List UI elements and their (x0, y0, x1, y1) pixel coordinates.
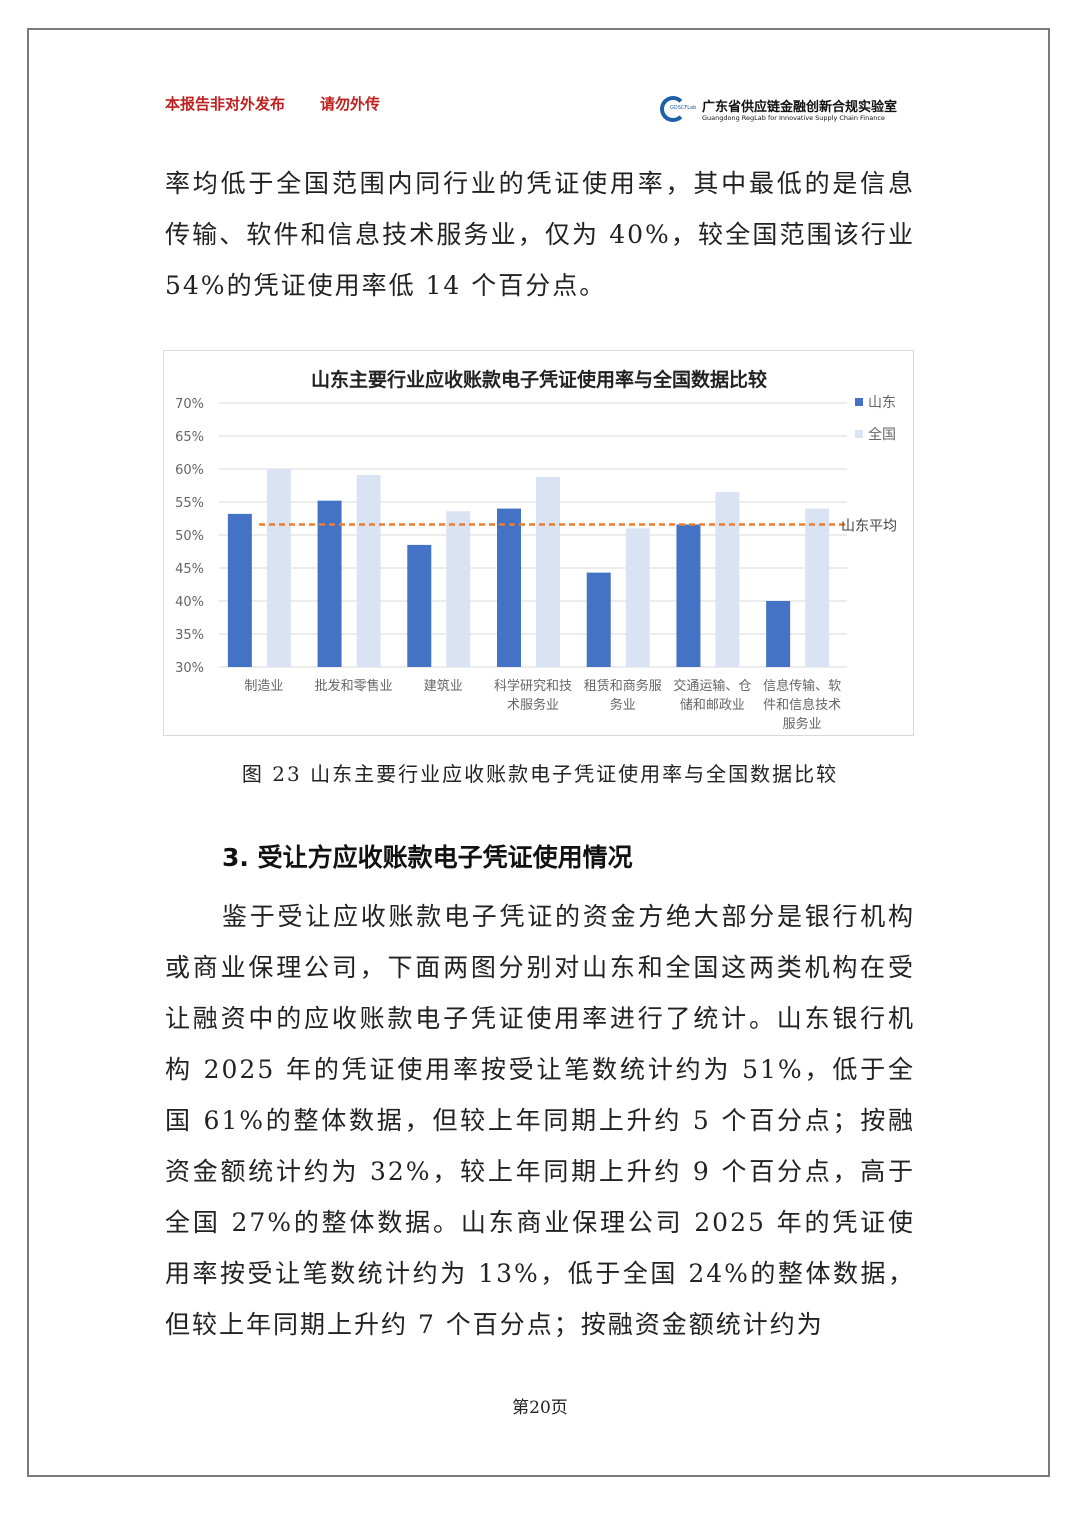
header-notice-internal: 本报告非对外发布 (165, 95, 286, 113)
figure-caption: 图 23 山东主要行业应收账款电子凭证使用率与全国数据比较 (241, 762, 839, 786)
y-tick-label: 45% (175, 562, 204, 577)
x-category-label: 件和信息技术 (763, 697, 841, 713)
x-category-label: 建筑业 (424, 678, 463, 694)
y-tick-label: 40% (175, 595, 204, 610)
bar-shandong (586, 572, 611, 667)
bar-shandong (676, 524, 701, 667)
bar-national (356, 474, 381, 667)
reference-line-label: 山东平均 (841, 518, 897, 534)
x-category-label: 租赁和商务服 (584, 678, 662, 694)
logo-cn-text: 广东省供应链金融创新合规实验室 (702, 100, 898, 115)
bar-national (715, 492, 740, 667)
legend-swatch (855, 430, 863, 438)
x-category-label: 务业 (610, 697, 636, 713)
page-border (27, 28, 1050, 1477)
x-category-label: 服务业 (783, 716, 822, 732)
y-tick-label: 50% (175, 529, 204, 544)
y-tick-label: 60% (175, 463, 204, 478)
body-paragraph-1: 率均低于全国范围内同行业的凭证使用率，其中最低的是信息传输、软件和信息技术服务业… (165, 169, 915, 300)
bar-national (805, 508, 830, 667)
x-category-label: 交通运输、仓 (673, 678, 751, 694)
bar-shandong (227, 513, 252, 667)
bar-national (625, 528, 650, 667)
y-tick-label: 35% (175, 628, 204, 643)
bar-shandong (497, 508, 521, 667)
legend-swatch (855, 398, 863, 406)
logo-ring-icon (660, 96, 686, 122)
section-heading: 3. 受让方应收账款电子凭证使用情况 (222, 843, 633, 872)
bar-national (266, 469, 291, 667)
x-category-label: 科学研究和技 (494, 678, 572, 694)
x-category-label: 制造业 (244, 679, 283, 694)
y-tick-label: 30% (175, 661, 204, 676)
y-tick-label: 55% (175, 496, 204, 511)
chart-title: 山东主要行业应收账款电子凭证使用率与全国数据比较 (311, 368, 767, 391)
logo-small-text: GDSCFLab (670, 105, 697, 111)
lab-logo: GDSCFLab 广东省供应链金融创新合规实验室 Guangdong RegLa… (660, 95, 915, 127)
x-category-label: 储和邮政业 (680, 698, 745, 713)
y-tick-label: 65% (175, 430, 204, 445)
logo-en-text: Guangdong RegLab for Innovative Supply C… (702, 114, 885, 122)
chart-container: 山东主要行业应收账款电子凭证使用率与全国数据比较 30% 35% 40% 45% 50% 5… (163, 350, 914, 736)
legend-label: 全国 (868, 426, 896, 443)
bar-national (536, 476, 560, 667)
bar-chart: 山东主要行业应收账款电子凭证使用率与全国数据比较 30% 35% 40% 45% 50% 5… (175, 368, 897, 732)
bar-shandong (766, 601, 791, 667)
page-number: 第20页 (512, 1398, 568, 1418)
x-category-label: 术服务业 (507, 697, 559, 713)
header-notice-no-distribution: 请勿外传 (320, 95, 381, 113)
bar-shandong (407, 544, 432, 667)
legend-label: 山东 (868, 395, 896, 411)
y-tick-label: 70% (175, 397, 204, 412)
x-category-label: 信息传输、软 (763, 678, 841, 694)
bar-national (446, 511, 471, 667)
x-category-label: 批发和零售业 (315, 678, 393, 694)
body-paragraph-2: 鉴于受让应收账款电子凭证的资金方绝大部分是银行机构或商业保理公司，下面两图分别对… (165, 902, 915, 1339)
bar-shandong (317, 500, 342, 667)
